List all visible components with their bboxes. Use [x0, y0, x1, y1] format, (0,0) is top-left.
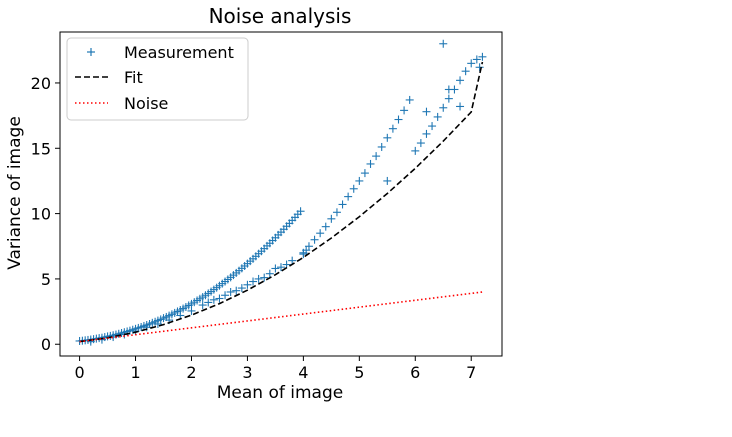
measurement-point — [383, 176, 392, 185]
y-tick-label: 5 — [41, 270, 51, 289]
measurement-point — [299, 248, 308, 257]
measurement-point — [372, 152, 381, 161]
measurement-point — [422, 107, 431, 116]
measurement-point — [198, 301, 207, 310]
measurement-point — [416, 139, 425, 148]
measurement-point — [444, 85, 453, 94]
x-tick-label: 6 — [410, 363, 420, 382]
y-tick-label: 10 — [31, 205, 51, 224]
noise-line — [79, 291, 483, 343]
measurement-point — [338, 200, 347, 209]
legend-item-measurement: Measurement — [87, 43, 234, 62]
y-tick-label: 0 — [41, 335, 51, 354]
measurement-point — [360, 169, 369, 178]
legend-label-measurement: Measurement — [124, 43, 234, 62]
y-tick-label: 20 — [31, 74, 51, 93]
x-axis: 0 1 2 3 4 5 6 7 — [74, 356, 476, 382]
measurement-point — [153, 319, 162, 328]
legend-marker-plus — [87, 48, 95, 56]
x-tick-label: 3 — [242, 363, 252, 382]
measurement-point — [433, 112, 442, 121]
measurement-point — [472, 55, 481, 64]
measurement-point — [467, 59, 476, 68]
chart-title: Noise analysis — [209, 4, 352, 28]
y-axis: 0 5 10 15 20 — [31, 74, 60, 354]
legend-box — [66, 37, 249, 121]
measurement-point — [209, 295, 218, 304]
measurement-point — [187, 306, 196, 315]
measurement-point — [439, 39, 448, 48]
legend-item-fit: Fit — [75, 68, 143, 87]
measurement-point — [288, 256, 297, 265]
legend-item-noise: Noise — [75, 94, 168, 113]
measurement-point — [321, 222, 330, 231]
y-tick-label: 15 — [31, 139, 51, 158]
measurement-point — [366, 159, 375, 168]
x-tick-label: 1 — [130, 363, 140, 382]
measurement-point — [332, 208, 341, 217]
measurement-point — [249, 277, 258, 286]
measurement-point — [394, 115, 403, 124]
measurement-point — [204, 298, 213, 307]
x-tick-label: 5 — [354, 363, 364, 382]
y-axis-label: Variance of image — [5, 116, 25, 270]
measurement-point — [327, 214, 336, 223]
measurement-point — [439, 103, 448, 112]
measurement-point — [461, 67, 470, 76]
measurement-point — [422, 129, 431, 138]
plot-area: 0 1 2 3 4 5 6 7 0 5 10 15 20 — [31, 31, 503, 382]
measurement-point — [296, 207, 305, 216]
measurement-point — [215, 294, 224, 303]
x-tick-label: 2 — [186, 363, 196, 382]
measurement-point — [86, 337, 95, 346]
measurement-point — [226, 287, 235, 296]
measurement-point — [237, 284, 246, 293]
measurement-point — [243, 280, 252, 289]
measurement-point — [405, 95, 414, 104]
legend-label-fit: Fit — [124, 68, 143, 87]
measurement-point — [377, 142, 386, 151]
measurement-point — [232, 286, 241, 295]
data-marks — [75, 39, 487, 346]
measurement-point — [271, 264, 280, 273]
plot-frame — [59, 31, 503, 357]
measurement-point — [304, 242, 313, 251]
measurement-point — [344, 192, 353, 201]
legend: Measurement Fit Noise — [66, 37, 249, 121]
measurement-point — [400, 106, 409, 115]
measurement-point — [411, 146, 420, 155]
measurement-point — [260, 273, 269, 282]
x-tick-label: 7 — [466, 363, 476, 382]
measurement-point — [478, 52, 487, 61]
measurement-point — [355, 176, 364, 185]
measurement-point — [349, 184, 358, 193]
x-tick-label: 0 — [74, 363, 84, 382]
x-tick-label: 4 — [298, 363, 308, 382]
measurement-point — [316, 229, 325, 238]
x-axis-label: Mean of image — [217, 383, 343, 403]
measurement-point — [383, 133, 392, 142]
measurement-point — [444, 94, 453, 103]
measurement-point — [388, 124, 397, 133]
measurement-point — [475, 63, 484, 72]
measurement-point — [265, 269, 274, 278]
measurement-point — [254, 274, 263, 283]
measurement-point — [428, 122, 437, 131]
measurement-point — [456, 76, 465, 85]
measurement-point — [221, 291, 230, 300]
measurement-point — [277, 263, 285, 272]
measurement-point — [456, 102, 465, 111]
measurement-point — [310, 235, 319, 244]
legend-label-noise: Noise — [124, 94, 168, 113]
